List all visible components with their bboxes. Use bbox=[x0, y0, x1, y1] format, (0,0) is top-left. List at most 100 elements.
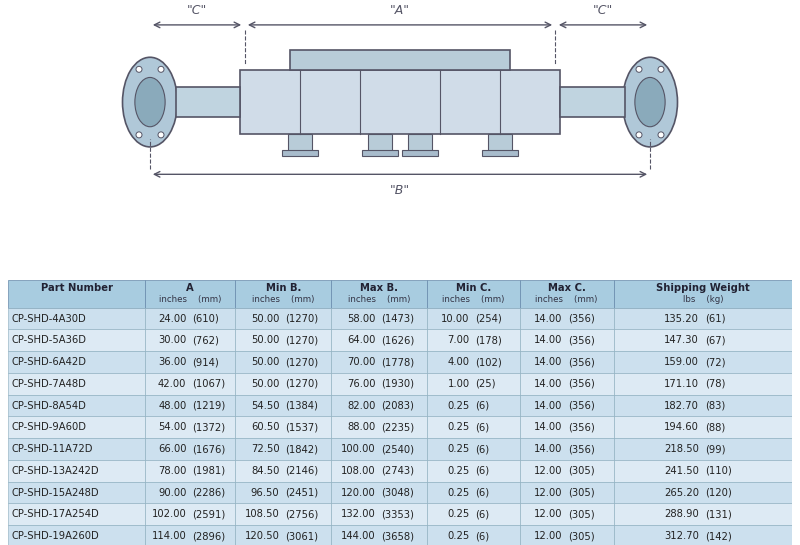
Text: 114.00: 114.00 bbox=[152, 531, 186, 541]
Text: 10.00: 10.00 bbox=[442, 313, 470, 324]
Circle shape bbox=[658, 132, 664, 138]
Text: (6): (6) bbox=[475, 488, 490, 498]
Text: (67): (67) bbox=[705, 335, 726, 346]
FancyBboxPatch shape bbox=[235, 504, 331, 525]
FancyBboxPatch shape bbox=[362, 150, 398, 156]
FancyBboxPatch shape bbox=[146, 351, 235, 373]
FancyBboxPatch shape bbox=[235, 460, 331, 482]
FancyBboxPatch shape bbox=[331, 416, 427, 438]
Text: (1981): (1981) bbox=[192, 466, 226, 476]
Text: CP-SHD-5A36D: CP-SHD-5A36D bbox=[12, 335, 87, 346]
Text: (120): (120) bbox=[705, 488, 731, 498]
Text: inches    (mm): inches (mm) bbox=[252, 295, 314, 304]
FancyBboxPatch shape bbox=[614, 416, 792, 438]
FancyBboxPatch shape bbox=[519, 460, 614, 482]
FancyBboxPatch shape bbox=[146, 504, 235, 525]
FancyBboxPatch shape bbox=[8, 329, 146, 351]
Text: (102): (102) bbox=[475, 357, 502, 367]
Text: 144.00: 144.00 bbox=[341, 531, 375, 541]
FancyBboxPatch shape bbox=[482, 150, 518, 156]
FancyBboxPatch shape bbox=[519, 373, 614, 395]
FancyBboxPatch shape bbox=[519, 416, 614, 438]
Text: Part Number: Part Number bbox=[41, 283, 113, 293]
FancyBboxPatch shape bbox=[331, 351, 427, 373]
Text: 218.50: 218.50 bbox=[664, 444, 699, 454]
FancyBboxPatch shape bbox=[235, 373, 331, 395]
FancyBboxPatch shape bbox=[331, 482, 427, 504]
Text: 120.00: 120.00 bbox=[341, 488, 375, 498]
FancyBboxPatch shape bbox=[614, 329, 792, 351]
Text: (2591): (2591) bbox=[192, 510, 226, 519]
Circle shape bbox=[158, 132, 164, 138]
Text: (3658): (3658) bbox=[382, 531, 414, 541]
FancyBboxPatch shape bbox=[331, 329, 427, 351]
Text: inches    (mm): inches (mm) bbox=[348, 295, 410, 304]
Text: (356): (356) bbox=[569, 313, 595, 324]
Text: (1270): (1270) bbox=[286, 379, 318, 389]
Text: (610): (610) bbox=[192, 313, 219, 324]
Text: (72): (72) bbox=[705, 357, 726, 367]
FancyBboxPatch shape bbox=[235, 525, 331, 545]
Text: (1778): (1778) bbox=[382, 357, 414, 367]
Text: (1930): (1930) bbox=[382, 379, 414, 389]
Text: 72.50: 72.50 bbox=[251, 444, 279, 454]
Text: (305): (305) bbox=[569, 488, 595, 498]
Text: 0.25: 0.25 bbox=[447, 444, 470, 454]
FancyBboxPatch shape bbox=[427, 280, 519, 307]
Text: 58.00: 58.00 bbox=[347, 313, 375, 324]
Text: 132.00: 132.00 bbox=[341, 510, 375, 519]
Text: 14.00: 14.00 bbox=[534, 379, 562, 389]
Text: (2146): (2146) bbox=[286, 466, 318, 476]
FancyBboxPatch shape bbox=[427, 504, 519, 525]
Text: 90.00: 90.00 bbox=[158, 488, 186, 498]
Text: 50.00: 50.00 bbox=[251, 313, 279, 324]
FancyBboxPatch shape bbox=[614, 280, 792, 307]
FancyBboxPatch shape bbox=[8, 416, 146, 438]
Text: (3048): (3048) bbox=[382, 488, 414, 498]
FancyBboxPatch shape bbox=[519, 482, 614, 504]
Text: 288.90: 288.90 bbox=[664, 510, 699, 519]
FancyBboxPatch shape bbox=[519, 280, 614, 307]
FancyBboxPatch shape bbox=[8, 438, 146, 460]
FancyBboxPatch shape bbox=[331, 460, 427, 482]
FancyBboxPatch shape bbox=[146, 482, 235, 504]
FancyBboxPatch shape bbox=[614, 373, 792, 395]
Text: 14.00: 14.00 bbox=[534, 335, 562, 346]
FancyBboxPatch shape bbox=[282, 150, 318, 156]
Text: 24.00: 24.00 bbox=[158, 313, 186, 324]
Text: 120.50: 120.50 bbox=[245, 531, 279, 541]
Text: 12.00: 12.00 bbox=[534, 466, 562, 476]
FancyBboxPatch shape bbox=[427, 416, 519, 438]
Text: 14.00: 14.00 bbox=[534, 444, 562, 454]
Text: CP-SHD-7A48D: CP-SHD-7A48D bbox=[12, 379, 86, 389]
Text: 0.25: 0.25 bbox=[447, 488, 470, 498]
Text: Max B.: Max B. bbox=[361, 283, 398, 293]
FancyBboxPatch shape bbox=[235, 329, 331, 351]
Text: 100.00: 100.00 bbox=[341, 444, 375, 454]
Text: (2743): (2743) bbox=[382, 466, 414, 476]
Text: 241.50: 241.50 bbox=[664, 466, 699, 476]
FancyBboxPatch shape bbox=[519, 438, 614, 460]
Text: 312.70: 312.70 bbox=[664, 531, 699, 541]
Text: 108.50: 108.50 bbox=[245, 510, 279, 519]
Text: (1270): (1270) bbox=[286, 313, 318, 324]
Text: CP-SHD-9A60D: CP-SHD-9A60D bbox=[12, 422, 87, 432]
FancyBboxPatch shape bbox=[331, 395, 427, 416]
Text: 194.60: 194.60 bbox=[664, 422, 699, 432]
FancyBboxPatch shape bbox=[427, 329, 519, 351]
Text: (1384): (1384) bbox=[286, 401, 318, 410]
Text: 82.00: 82.00 bbox=[347, 401, 375, 410]
Text: (83): (83) bbox=[705, 401, 725, 410]
Text: (305): (305) bbox=[569, 510, 595, 519]
Text: (1537): (1537) bbox=[286, 422, 318, 432]
Text: CP-SHD-6A42D: CP-SHD-6A42D bbox=[12, 357, 87, 367]
FancyBboxPatch shape bbox=[146, 460, 235, 482]
FancyBboxPatch shape bbox=[146, 416, 235, 438]
Text: (6): (6) bbox=[475, 422, 490, 432]
Text: (131): (131) bbox=[705, 510, 731, 519]
FancyBboxPatch shape bbox=[427, 307, 519, 329]
FancyBboxPatch shape bbox=[146, 438, 235, 460]
Text: (1270): (1270) bbox=[286, 357, 318, 367]
Text: 84.50: 84.50 bbox=[251, 466, 279, 476]
FancyBboxPatch shape bbox=[235, 307, 331, 329]
